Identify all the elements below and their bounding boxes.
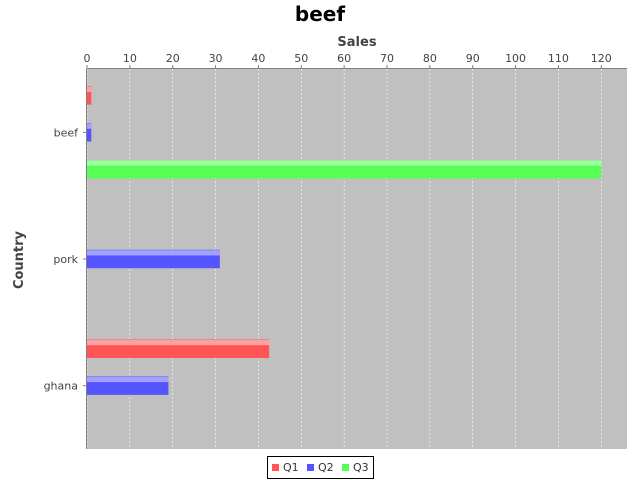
- x-tick-label: 0: [84, 52, 91, 65]
- x-tick-label: 80: [423, 52, 437, 65]
- bar-highlight: [87, 340, 270, 346]
- chart-title: beef: [295, 2, 345, 26]
- bar-highlight: [87, 86, 92, 92]
- bar-q2-pork: [87, 249, 220, 269]
- x-tick-label: 10: [123, 52, 137, 65]
- x-tick-label: 20: [166, 52, 180, 65]
- bar-highlight: [87, 123, 92, 129]
- bar-q1-ghana: [87, 339, 270, 358]
- y-axis: beef pork ghana: [44, 69, 87, 449]
- y-axis-label: Country: [12, 230, 27, 289]
- bar-q3-beef: [87, 160, 602, 179]
- bar-highlight: [87, 376, 169, 383]
- x-tick-label: 100: [505, 52, 526, 65]
- y-tick-label: ghana: [44, 380, 78, 393]
- x-tick-label: 120: [591, 52, 612, 65]
- legend-label-q2: Q2: [318, 461, 334, 474]
- x-tick-label: 70: [380, 52, 394, 65]
- legend-swatch-q2: [307, 464, 314, 471]
- legend-box: [267, 456, 374, 479]
- bar-q2-ghana: [87, 376, 169, 395]
- bars: [87, 86, 602, 395]
- legend-label-q1: Q1: [283, 461, 299, 474]
- bar-highlight: [87, 250, 220, 256]
- bar-q1-beef: [87, 86, 92, 105]
- y-tick-label: beef: [54, 126, 80, 139]
- legend-swatch-q3: [342, 464, 349, 471]
- x-tick-label: 60: [337, 52, 351, 65]
- x-tick-label: 90: [466, 52, 480, 65]
- x-tick-label: 50: [294, 52, 308, 65]
- y-tick-label: pork: [53, 253, 78, 266]
- bar-highlight: [87, 160, 602, 166]
- bar-q2-beef: [87, 123, 92, 142]
- legend: Q1 Q2 Q3: [267, 456, 374, 479]
- legend-swatch-q1: [272, 464, 279, 471]
- x-axis: 0 10 20 30 40 50 60 70 80 90 100 110 120: [84, 52, 627, 69]
- legend-label-q3: Q3: [353, 461, 369, 474]
- x-tick-label: 110: [548, 52, 569, 65]
- x-tick-label: 40: [251, 52, 265, 65]
- x-tick-label: 30: [209, 52, 223, 65]
- x-axis-label: Sales: [337, 35, 376, 50]
